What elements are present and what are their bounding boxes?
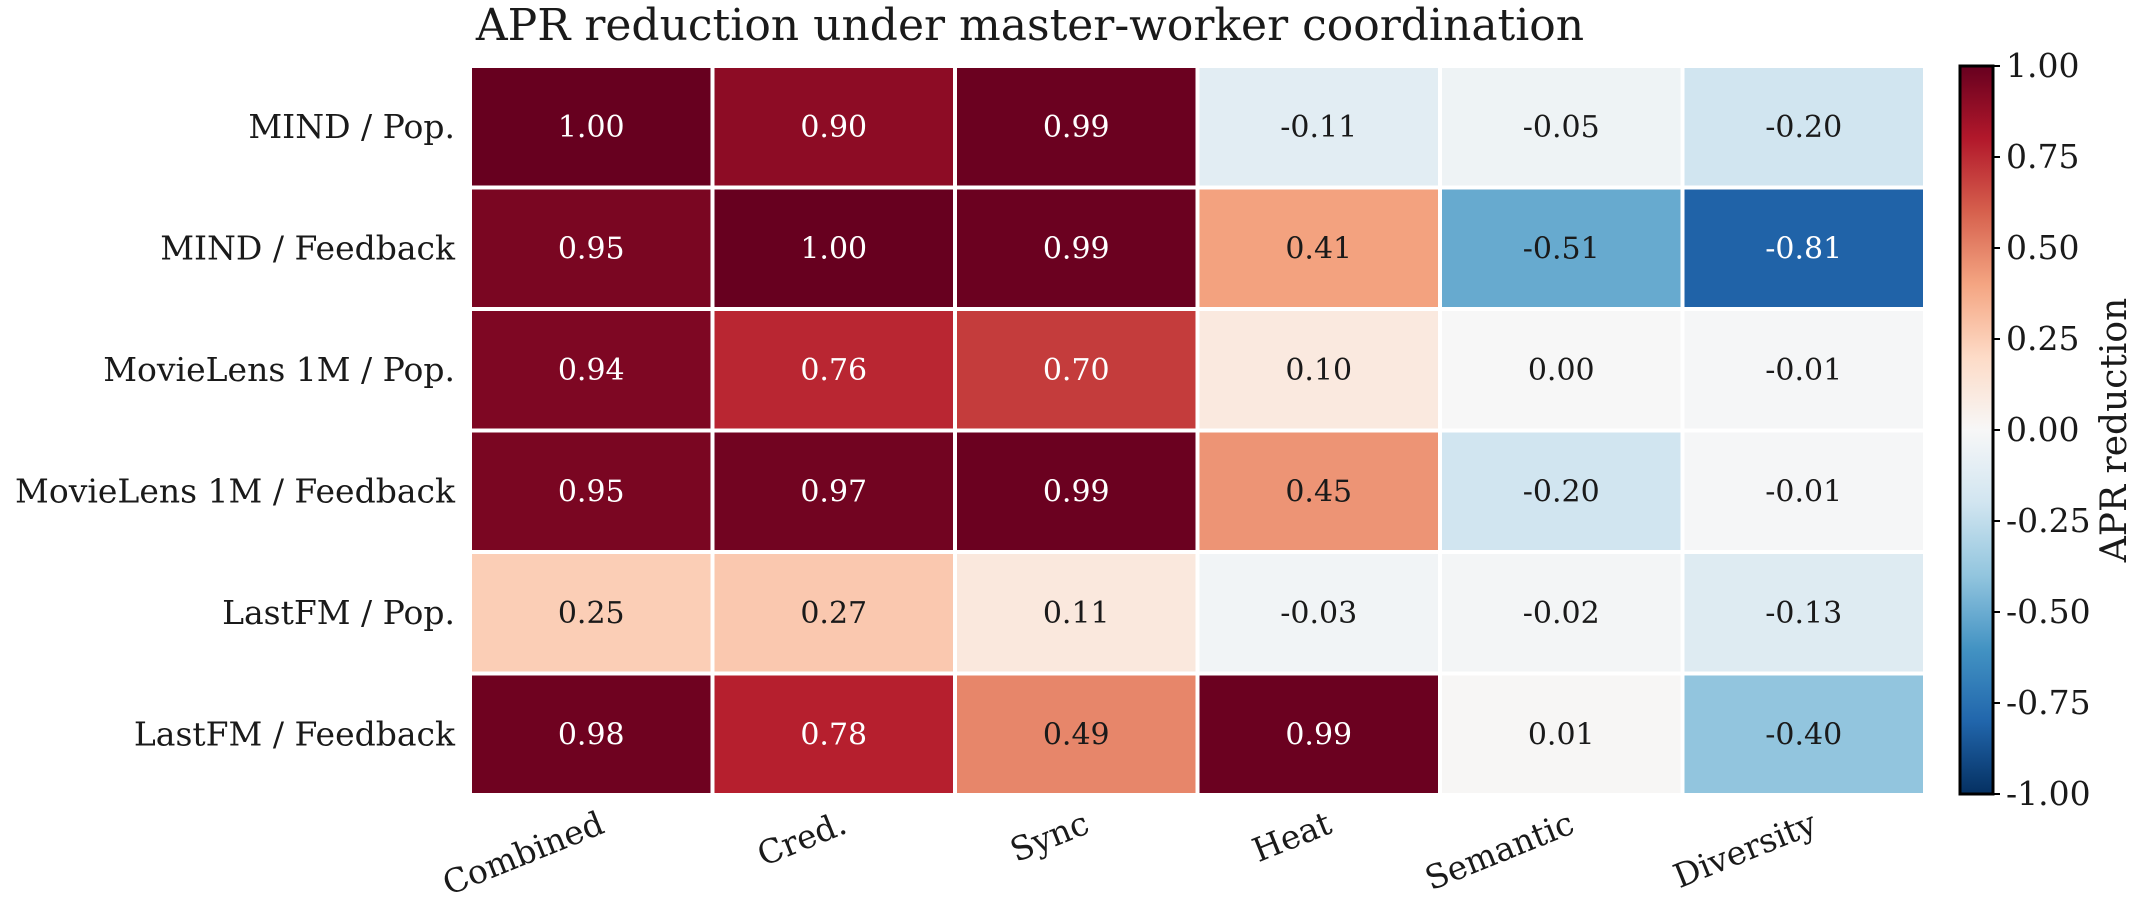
heatmap-cell bbox=[953, 550, 1200, 676]
colorbar-label: APR reduction bbox=[2094, 298, 2135, 564]
column-label: Diversity bbox=[1668, 803, 1822, 896]
column-label: Cred. bbox=[752, 803, 852, 874]
cell-value-label: -0.40 bbox=[1765, 717, 1842, 752]
cell-value-label: 0.70 bbox=[1043, 353, 1110, 388]
cell-value-label: 0.45 bbox=[1285, 474, 1352, 509]
row-label: LastFM / Pop. bbox=[222, 593, 455, 632]
cell-value-label: 0.99 bbox=[1043, 474, 1110, 509]
cell-value-label: 0.78 bbox=[800, 717, 867, 752]
colorbar-tick-label: -0.75 bbox=[2006, 683, 2091, 722]
cell-value-label: 0.95 bbox=[558, 474, 625, 509]
cell-value-label: -0.81 bbox=[1765, 231, 1842, 266]
cell-value-label: 0.10 bbox=[1285, 353, 1352, 388]
colorbar-gradient bbox=[1958, 64, 1995, 796]
cell-value-label: -0.01 bbox=[1765, 353, 1842, 388]
column-label: Combined bbox=[437, 803, 609, 903]
heatmap-cell bbox=[1195, 671, 1442, 797]
heatmap-cell bbox=[1195, 307, 1442, 433]
heatmap-cell bbox=[953, 428, 1200, 554]
row-label: MovieLens 1M / Feedback bbox=[15, 471, 456, 510]
cell-value-label: -0.20 bbox=[1523, 474, 1600, 509]
colorbar: 1.00 0.75 0.50 0.25 0.00 -0.25 -0.50 -0.75 -1.00… bbox=[1958, 46, 2135, 813]
cell-value-label: 0.99 bbox=[1043, 231, 1110, 266]
heatmap-cell bbox=[710, 185, 957, 311]
colorbar-tick-label: 0.25 bbox=[2006, 319, 2079, 358]
heatmap-cell bbox=[710, 307, 957, 433]
column-label: Sync bbox=[1005, 803, 1095, 870]
column-label: Semantic bbox=[1419, 803, 1579, 898]
cell-value-label: -0.05 bbox=[1523, 110, 1600, 145]
cell-value-label: 0.41 bbox=[1285, 231, 1352, 266]
cell-value-label: 0.94 bbox=[558, 353, 625, 388]
cell-value-label: -0.03 bbox=[1280, 596, 1357, 631]
colorbar-tick-label: 0.75 bbox=[2006, 137, 2079, 176]
cell-value-label: -0.13 bbox=[1765, 596, 1842, 631]
heatmap-cell bbox=[1438, 428, 1685, 554]
colorbar-tick-label: 0.00 bbox=[2006, 410, 2079, 449]
cell-value-label: 0.99 bbox=[1285, 717, 1352, 752]
cell-value-label: 0.99 bbox=[1043, 110, 1110, 145]
heatmap-cell bbox=[1680, 428, 1927, 554]
row-label: LastFM / Feedback bbox=[134, 714, 456, 753]
cell-value-label: 0.97 bbox=[800, 474, 867, 509]
column-labels: Combined Cred. Sync Heat Semantic Diversity bbox=[437, 803, 1822, 903]
cell-value-label: -0.51 bbox=[1523, 231, 1600, 266]
colorbar-tick-label: 0.50 bbox=[2006, 228, 2079, 267]
heatmap-cell bbox=[710, 428, 957, 554]
row-label: MIND / Feedback bbox=[160, 228, 456, 267]
cell-value-label: 0.98 bbox=[558, 717, 625, 752]
row-labels: MIND / Pop. MIND / Feedback MovieLens 1M /… bbox=[15, 107, 456, 754]
colorbar-tick-label: -0.50 bbox=[2006, 592, 2091, 631]
heatmap-cell bbox=[1680, 64, 1927, 190]
heatmap-cell bbox=[468, 671, 715, 797]
heatmap-cell bbox=[710, 64, 957, 190]
heatmap-cell bbox=[1438, 671, 1685, 797]
colorbar-tick-label: -1.00 bbox=[2006, 774, 2091, 813]
colorbar-tick-label: -0.25 bbox=[2006, 501, 2091, 540]
cell-value-label: 0.11 bbox=[1043, 596, 1110, 631]
heatmap-cell bbox=[1195, 550, 1442, 676]
heatmap-cells: 1.00 0.90 0.99 -0.11 -0.05 -0.20 0.95 1.00 0.99 0… bbox=[468, 64, 1927, 797]
cell-value-label: -0.01 bbox=[1765, 474, 1842, 509]
heatmap-cell bbox=[1680, 185, 1927, 311]
cell-value-label: 0.00 bbox=[1528, 353, 1595, 388]
cell-value-label: 1.00 bbox=[800, 231, 867, 266]
heatmap-cell bbox=[1195, 428, 1442, 554]
cell-value-label: 0.49 bbox=[1043, 717, 1110, 752]
cell-value-label: 0.01 bbox=[1528, 717, 1595, 752]
heatmap-cell bbox=[1680, 550, 1927, 676]
cell-value-label: 0.27 bbox=[800, 596, 867, 631]
row-label: MIND / Pop. bbox=[248, 107, 455, 146]
cell-value-label: 0.90 bbox=[800, 110, 867, 145]
cell-value-label: 0.95 bbox=[558, 231, 625, 266]
heatmap-cell bbox=[468, 428, 715, 554]
heatmap-cell bbox=[1680, 307, 1927, 433]
heatmap-cell bbox=[1680, 671, 1927, 797]
cell-value-label: -0.20 bbox=[1765, 110, 1842, 145]
row-label: MovieLens 1M / Pop. bbox=[103, 350, 455, 389]
chart-title: APR reduction under master-worker coordi… bbox=[475, 0, 1584, 51]
heatmap-cell bbox=[1438, 550, 1685, 676]
colorbar-tick-label: 1.00 bbox=[2006, 46, 2079, 85]
colorbar-ticks: 1.00 0.75 0.50 0.25 0.00 -0.25 -0.50 -0.75 -1.00 bbox=[1993, 46, 2091, 813]
cell-value-label: 0.25 bbox=[558, 596, 625, 631]
cell-value-label: 1.00 bbox=[558, 110, 625, 145]
column-label: Heat bbox=[1247, 803, 1337, 870]
cell-value-label: -0.02 bbox=[1523, 596, 1600, 631]
cell-value-label: -0.11 bbox=[1280, 110, 1357, 145]
cell-value-label: 0.76 bbox=[800, 353, 867, 388]
heatmap-cell bbox=[1438, 307, 1685, 433]
heatmap-cell bbox=[1195, 185, 1442, 311]
heatmap-cell bbox=[468, 64, 715, 190]
